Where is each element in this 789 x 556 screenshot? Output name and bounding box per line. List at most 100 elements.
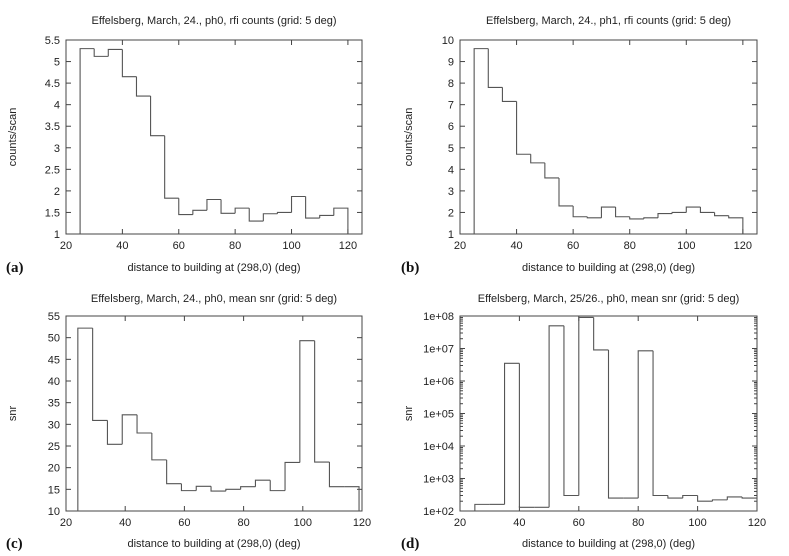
chart-3-ytick-label: 10	[48, 506, 60, 518]
chart-2-xtick-label: 120	[734, 240, 752, 252]
chart-2-xtick-label: 20	[454, 240, 466, 252]
chart-2-title: Effelsberg, March, 24., ph1, rfi counts …	[486, 15, 731, 27]
chart-3-bin	[106, 420, 123, 445]
chart-2-frame	[459, 39, 758, 235]
chart-1-ytick-label: 1	[54, 229, 60, 241]
chart-2-bin	[572, 205, 588, 218]
chart-3-bin	[195, 485, 212, 491]
chart-3-xtick-label: 60	[178, 517, 190, 529]
chart-2-bin	[558, 177, 574, 207]
chart-2-bin	[501, 87, 517, 102]
chart-1-bin	[220, 199, 236, 214]
chart-4-ytick-label: 1e+08	[423, 311, 454, 323]
chart-4-xlabel: distance to building at (298,0) (deg)	[522, 538, 695, 550]
chart-4-ytick-label: 1e+03	[423, 474, 454, 486]
chart-2-xtick-label: 100	[677, 240, 695, 252]
chart-3-bin	[254, 479, 271, 487]
chart-3-bin	[121, 414, 138, 445]
chart-3-xtick-label: 120	[353, 517, 371, 529]
chart-2-bin	[530, 154, 545, 164]
chart-4-xtick-label: 120	[748, 517, 766, 529]
chart-4-ytick-label: 1e+05	[423, 409, 454, 421]
chart-4-bin	[548, 325, 564, 508]
chart-2-bin	[516, 101, 531, 155]
chart-1-ytick-label: 5	[54, 57, 60, 69]
chart-4-bin	[682, 494, 698, 499]
chart-4-xtick-label: 60	[573, 517, 585, 529]
chart-1-bin	[192, 209, 207, 215]
chart-4-ytick-label: 1e+06	[423, 376, 454, 388]
chart-2-ytick-label: 8	[448, 78, 454, 90]
chart-1-bin	[135, 76, 151, 97]
chart-4-title: Effelsberg, March, 25/26., ph0, mean snr…	[478, 293, 740, 305]
chart-3-bin	[314, 340, 330, 463]
chart-1-title: Effelsberg, March, 24., ph0, rfi counts …	[92, 15, 337, 27]
chart-3-bin	[92, 328, 108, 421]
chart-2-bin	[600, 206, 616, 218]
chart-1-bin	[164, 135, 179, 199]
chart-2-bin	[714, 212, 729, 217]
chart-3-bin	[284, 461, 300, 491]
chart-3-ytick-label: 55	[48, 311, 60, 323]
chart-2-ytick-label: 3	[448, 186, 454, 198]
chart-2-panel-label: (b)	[401, 260, 419, 276]
chart-4-bin	[474, 503, 490, 511]
chart-1-ytick-label: 2.5	[45, 164, 60, 176]
chart-2-ytick-label: 10	[442, 35, 454, 47]
chart-2-xtick-label: 80	[624, 240, 636, 252]
chart-3-xtick-label: 20	[60, 517, 72, 529]
chart-3-frame	[65, 315, 363, 512]
chart-1-bin	[234, 207, 250, 214]
chart-2-bin	[586, 216, 602, 219]
chart-1-ytick-label: 5.5	[45, 35, 60, 47]
chart-3: 20 40 60 80 100 120 10 15 20 25 30 35 40 45 50 55 Effels…	[6, 293, 371, 552]
chart-3-ytick-label: 50	[48, 333, 60, 345]
chart-2-xtick-label: 60	[567, 240, 579, 252]
chart-4-xtick-label: 40	[513, 517, 525, 529]
chart-3-bin	[225, 488, 241, 492]
chart-4-ylabel: snr	[403, 406, 415, 422]
chart-1-ytick-label: 1.5	[45, 207, 60, 219]
chart-1-ytick-label: 4.5	[45, 78, 60, 90]
chart-1-bin	[276, 211, 292, 214]
chart-4-bin	[607, 349, 624, 499]
chart-1-xtick-label: 40	[116, 240, 128, 252]
chart-1-bin	[121, 49, 137, 78]
chart-3-title: Effelsberg, March, 24., ph0, mean snr (g…	[91, 293, 337, 305]
chart-4-bin	[593, 317, 609, 351]
chart-3-xtick-label: 100	[294, 517, 312, 529]
chart-2-bin	[615, 207, 630, 218]
chart-1-frame	[65, 39, 363, 235]
chart-2-ytick-label: 5	[448, 143, 454, 155]
chart-1-bin	[93, 48, 109, 57]
chart-4-bin	[518, 363, 535, 508]
chart-1-bin	[319, 214, 334, 219]
chart-3-bin	[166, 459, 182, 485]
chart-2-xlabel: distance to building at (298,0) (deg)	[522, 262, 695, 274]
chart-3-bin	[210, 486, 226, 492]
chart-3-bin	[240, 486, 256, 490]
chart-4-ytick-label: 1e+04	[423, 441, 454, 453]
chart-4-xtick-label: 80	[632, 517, 644, 529]
chart-2-ytick-label: 7	[448, 100, 454, 112]
chart-2-bin	[487, 48, 503, 88]
chart-4-bin	[563, 325, 579, 497]
chart-2-bin	[544, 162, 559, 179]
chart-2-ylabel: counts/scan	[403, 108, 415, 167]
chart-3-ytick-label: 15	[48, 484, 60, 496]
chart-4-bin	[726, 496, 743, 500]
chart-2-ytick-label: 1	[448, 229, 454, 241]
chart-2-bin	[671, 211, 687, 214]
chart-3-ytick-label: 30	[48, 419, 60, 431]
chart-1-xtick-label: 20	[60, 240, 72, 252]
chart-1-xtick-label: 80	[229, 240, 241, 252]
chart-1-bin	[206, 198, 222, 211]
chart-1-ytick-label: 3.5	[45, 121, 60, 133]
chart-3-xlabel: distance to building at (298,0) (deg)	[127, 538, 300, 550]
chart-2-ytick-label: 6	[448, 121, 454, 133]
chart-2-bin	[685, 206, 701, 213]
chart-1-panel-label: (a)	[6, 260, 24, 276]
chart-4-bin	[652, 350, 668, 497]
chart-2-xtick-label: 40	[510, 240, 522, 252]
chart-4-bin	[504, 362, 520, 505]
